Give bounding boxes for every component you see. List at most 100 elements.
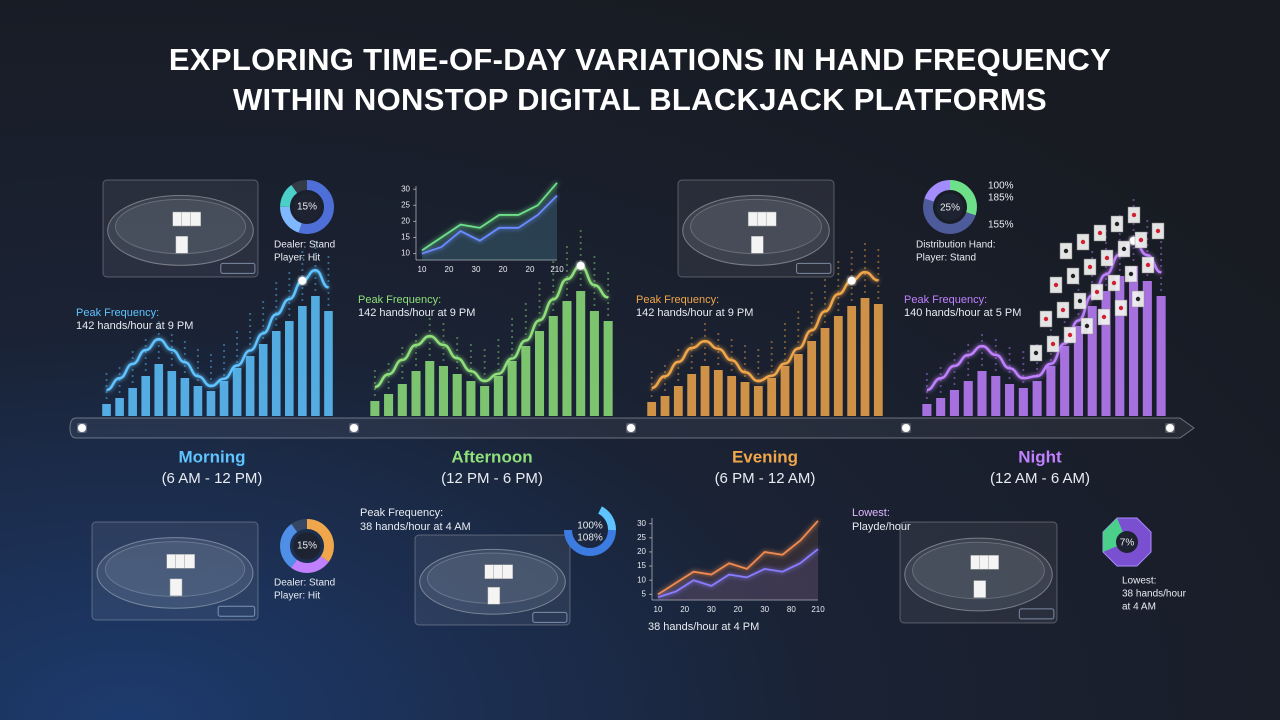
dot — [183, 340, 186, 344]
dot — [663, 364, 667, 368]
dot — [1022, 350, 1025, 354]
dot — [524, 314, 527, 318]
dot — [524, 326, 527, 330]
dot — [327, 261, 330, 265]
dot — [690, 366, 693, 370]
bar — [936, 398, 946, 416]
dot — [183, 346, 186, 350]
card — [765, 211, 777, 227]
dot — [837, 302, 840, 306]
dot — [837, 308, 840, 312]
dot — [538, 281, 541, 285]
dot — [401, 346, 404, 350]
bar — [767, 378, 777, 416]
card — [988, 555, 999, 570]
dot — [552, 272, 555, 276]
dot — [1132, 234, 1135, 238]
bar — [1018, 388, 1028, 416]
card — [184, 554, 195, 569]
dot — [1146, 249, 1149, 253]
dot — [105, 396, 108, 400]
dot — [131, 368, 134, 372]
dot — [1132, 198, 1135, 202]
dot — [607, 301, 610, 305]
card-pip — [1043, 316, 1049, 322]
dot — [497, 356, 500, 360]
card — [487, 586, 501, 605]
y-tick-label: 15 — [401, 233, 410, 242]
bar — [1005, 384, 1015, 416]
badge-hole — [1116, 531, 1138, 553]
dot — [823, 278, 827, 282]
bar — [727, 376, 737, 416]
dot — [1049, 358, 1052, 362]
dot — [994, 344, 997, 348]
lowest-title: Lowest: — [852, 507, 890, 519]
donut-segment — [280, 519, 334, 573]
dot — [428, 317, 431, 321]
dot — [1022, 374, 1025, 378]
panel-text: Player: Hit — [274, 253, 320, 264]
dot — [967, 349, 970, 353]
dot — [327, 303, 330, 307]
dot — [510, 317, 514, 321]
bar — [154, 364, 164, 416]
bar — [466, 381, 476, 416]
dot — [483, 366, 486, 370]
dot — [235, 360, 239, 364]
donut-label: 108% — [577, 533, 603, 544]
dot — [593, 273, 596, 277]
dot — [1091, 250, 1094, 254]
dot — [301, 286, 304, 290]
dot — [1008, 346, 1011, 350]
dot — [249, 312, 252, 316]
dot — [1104, 265, 1108, 269]
x-tick-label: 210 — [811, 605, 825, 614]
series-area — [658, 549, 818, 600]
dot — [209, 353, 213, 357]
dot — [565, 263, 569, 267]
dot — [497, 368, 500, 372]
dot — [288, 289, 291, 293]
ring-arc — [597, 506, 616, 531]
table-edge — [96, 537, 254, 609]
dot — [837, 278, 840, 282]
bar — [647, 402, 657, 416]
dot — [757, 354, 760, 358]
dot — [157, 344, 160, 348]
dot — [677, 366, 680, 370]
dot — [770, 370, 773, 374]
donut-segment — [280, 519, 334, 573]
dot — [157, 320, 160, 324]
dot — [456, 366, 459, 370]
dot — [877, 260, 880, 264]
bar — [206, 391, 216, 416]
card-pip — [1155, 228, 1161, 234]
period-name: Night — [1018, 447, 1062, 466]
dot — [1049, 328, 1052, 332]
bar — [576, 291, 586, 416]
dot — [717, 350, 720, 354]
dot — [524, 308, 527, 312]
dot — [607, 271, 610, 275]
dot — [593, 303, 596, 307]
dot — [314, 276, 317, 280]
card-pip — [1135, 296, 1141, 302]
dot — [850, 256, 853, 260]
dot — [579, 235, 582, 239]
bar — [1115, 276, 1125, 416]
timeline-node — [78, 424, 86, 432]
dot — [850, 292, 853, 296]
bar — [1142, 281, 1152, 416]
dot — [118, 366, 121, 370]
dot — [524, 302, 527, 306]
card-pip — [1070, 273, 1076, 279]
dot — [483, 354, 486, 358]
dot — [980, 351, 984, 355]
dot — [497, 350, 500, 354]
dot — [552, 290, 555, 294]
donut-segment — [280, 180, 334, 234]
dot — [850, 274, 853, 278]
dot — [743, 368, 747, 372]
y-tick-label: 10 — [401, 249, 410, 258]
